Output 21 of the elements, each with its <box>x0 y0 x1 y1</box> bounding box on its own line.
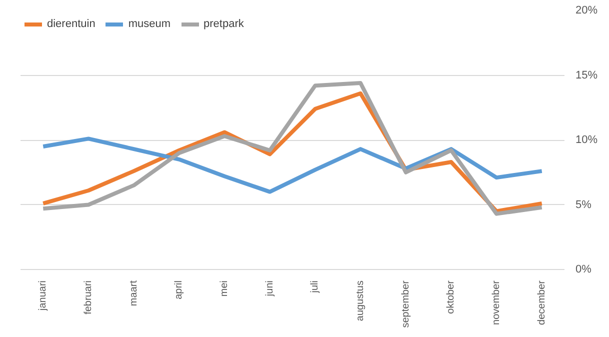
y-tick-label: 20% <box>576 4 598 16</box>
x-tick-label: juni <box>264 280 276 298</box>
y-tick-label: 15% <box>576 69 598 82</box>
line-series <box>41 136 544 194</box>
y-tick-label: 0% <box>576 264 592 276</box>
x-tick-label: mei <box>219 280 230 297</box>
legend-label: dierentuin <box>47 18 96 30</box>
legend-label: museum <box>128 18 171 30</box>
x-tick-label: oktober <box>446 280 457 314</box>
x-tick-label: juli <box>310 280 321 294</box>
x-tick-label: april <box>174 280 185 300</box>
x-tick-label: november <box>491 280 502 325</box>
legend-label: pretpark <box>204 18 244 30</box>
y-tick-label: 5% <box>576 198 592 211</box>
x-tick-label: maart <box>128 280 140 306</box>
x-tick-label: december <box>536 280 548 325</box>
x-tick-label: januari <box>38 280 49 312</box>
y-tick-label: 10% <box>576 134 598 146</box>
x-tick-label: augustus <box>355 280 366 322</box>
x-tick-label: september <box>400 280 412 328</box>
x-tick-label: februari <box>83 280 94 314</box>
